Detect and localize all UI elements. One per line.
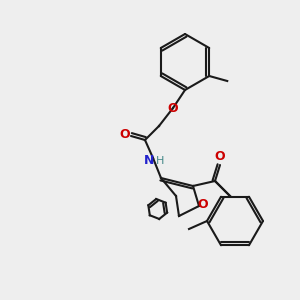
Text: O: O: [215, 151, 225, 164]
Text: H: H: [156, 156, 164, 166]
Text: O: O: [198, 197, 208, 211]
Text: O: O: [168, 101, 178, 115]
Text: N: N: [144, 154, 154, 167]
Text: O: O: [120, 128, 130, 140]
